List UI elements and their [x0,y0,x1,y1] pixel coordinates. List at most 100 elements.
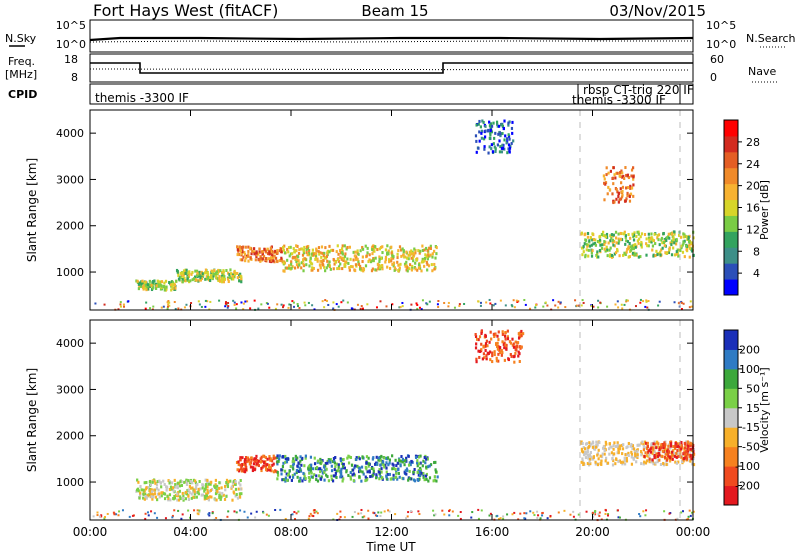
scatter-cell [539,517,542,520]
data-cell [278,454,281,458]
data-cell [617,448,620,452]
data-cell [183,276,186,280]
data-cell [215,498,218,502]
data-cell [263,247,266,251]
data-cell [479,125,482,129]
data-cell [656,253,659,257]
scatter-cell [678,301,681,304]
data-cell [146,494,149,498]
data-cell [354,257,358,261]
data-cell [228,273,231,277]
data-cell [357,252,360,256]
data-cell [633,447,636,451]
data-cell [340,471,343,475]
data-cell [375,476,378,480]
data-cell [341,256,344,260]
data-cell [344,252,347,256]
data-cell [665,452,668,456]
data-cell [292,463,295,467]
data-cell [322,254,325,258]
data-cell [280,250,283,254]
data-cell [620,190,623,194]
data-cell [408,461,411,465]
data-cell [301,456,304,460]
data-cell [242,462,245,466]
data-cell [648,453,651,457]
data-cell [682,457,685,461]
scatter-cell [405,517,408,520]
data-cell [688,455,691,459]
scatter-cell [153,512,156,515]
data-cell [327,479,330,483]
data-cell [300,247,303,251]
data-cell [501,124,505,128]
data-cell [669,459,672,463]
data-cell [410,249,413,253]
data-cell [514,345,517,349]
data-cell [688,441,691,445]
data-cell [353,466,356,470]
data-cell [340,462,344,466]
scatter-cell [488,514,491,517]
radar-title: Fort Hays West (fitACF) [93,1,278,20]
data-cell [637,232,640,236]
data-cell [299,455,302,459]
data-cell [283,469,287,473]
data-cell [186,274,189,278]
data-cell [581,457,584,461]
data-cell [394,476,397,480]
data-cell [407,253,410,257]
data-cell [498,139,501,143]
data-cell [238,495,241,499]
colorbar-swatch [724,135,738,153]
data-cell [223,275,226,279]
data-cell [361,470,364,474]
data-cell [683,448,686,452]
scatter-cell [303,301,306,304]
data-cell [411,264,414,268]
data-cell [182,494,185,498]
scatter-cell [211,512,214,515]
data-cell [187,494,190,498]
scatter-cell [426,303,429,306]
data-cell [603,240,606,244]
data-cell [608,442,611,446]
data-cell [223,277,226,281]
data-cell [596,453,599,457]
data-cell [384,255,388,259]
data-cell [419,470,422,474]
data-cell [429,247,432,251]
data-cell [303,245,306,249]
data-cell [225,269,228,273]
scatter-cell [375,306,378,309]
data-cell [504,331,507,335]
data-cell [378,247,381,251]
data-cell [214,478,217,482]
scatter-cell [639,515,642,518]
data-cell [227,280,230,284]
data-cell [688,243,691,247]
data-cell [227,277,230,281]
data-cell [333,468,336,472]
data-cell [334,471,337,475]
data-cell [390,245,393,249]
data-cell [339,459,343,463]
scatter-cell [592,305,595,308]
data-cell [580,246,584,250]
data-cell [601,446,605,450]
data-cell [250,252,253,256]
data-cell [637,255,640,259]
data-cell [589,236,592,240]
scatter-cell [336,512,339,515]
data-cell [500,146,504,150]
scatter-cell [688,306,691,309]
data-cell [598,440,601,444]
data-cell [502,127,505,131]
data-cell [475,337,479,341]
data-cell [667,232,670,236]
data-cell [240,466,243,470]
data-cell [496,344,499,348]
data-cell [304,456,307,460]
data-cell [357,260,360,264]
scatter-cell [233,301,236,304]
